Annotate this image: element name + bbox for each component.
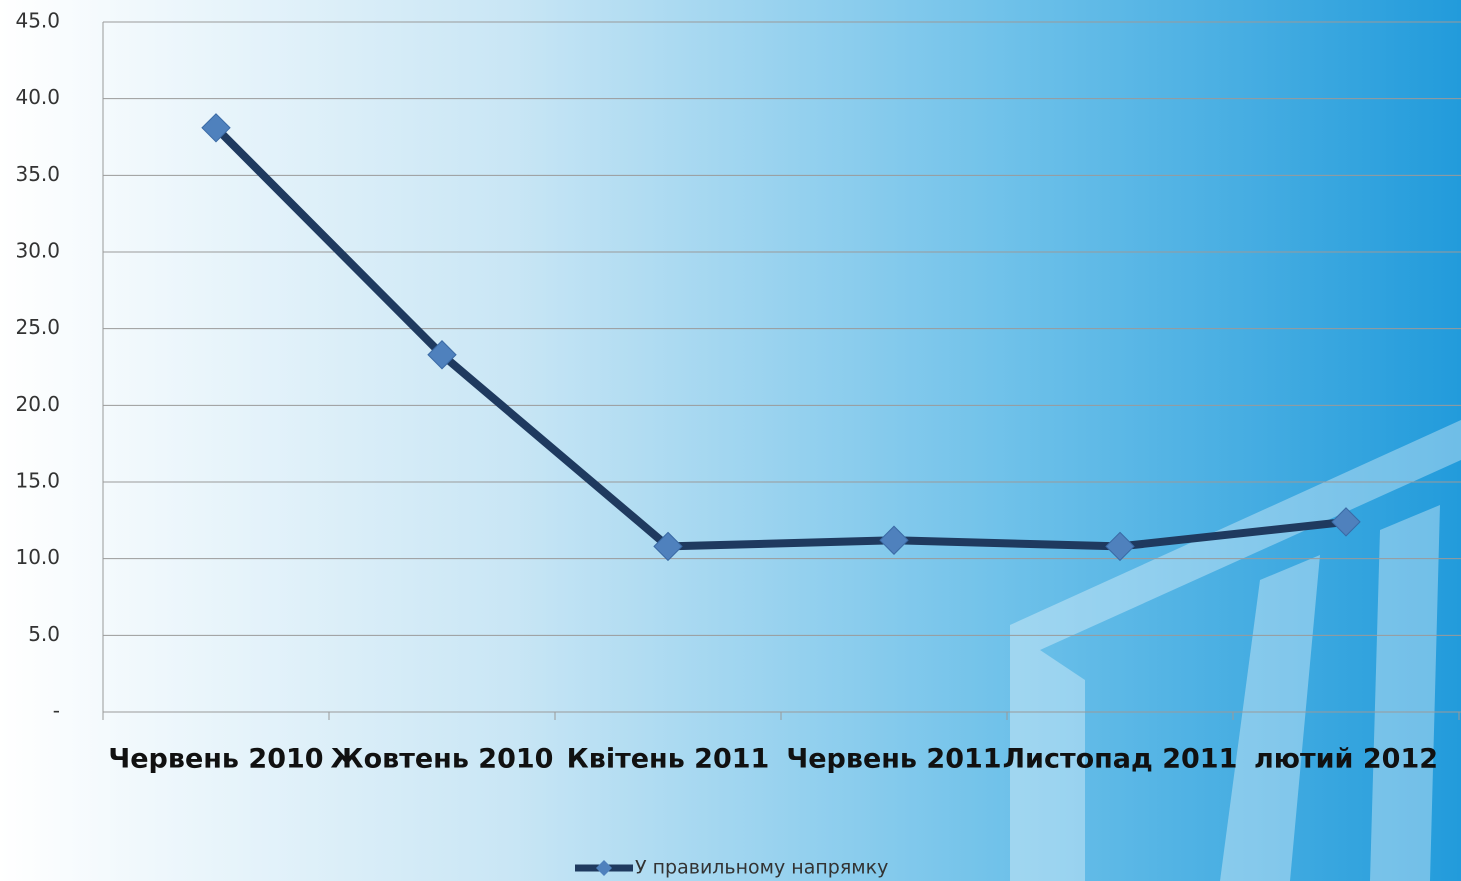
x-tick-label: Листопад 2011 bbox=[1003, 744, 1238, 775]
y-tick-label: 15.0 bbox=[15, 469, 60, 493]
legend-label: У правильному напрямку bbox=[635, 857, 888, 879]
marker bbox=[1105, 531, 1135, 562]
x-tick-label: Жовтень 2010 bbox=[331, 744, 554, 775]
marker bbox=[653, 531, 683, 562]
legend-marker bbox=[596, 860, 612, 876]
x-tick-label: Квітень 2011 bbox=[567, 744, 770, 775]
y-tick-label: 10.0 bbox=[15, 545, 60, 569]
marker bbox=[879, 525, 909, 555]
y-tick-label: 30.0 bbox=[15, 239, 60, 263]
y-tick-label: - bbox=[53, 699, 60, 723]
series-line bbox=[213, 124, 1347, 551]
marker bbox=[201, 113, 231, 143]
y-tick-label: 5.0 bbox=[28, 622, 60, 646]
y-tick-label: 40.0 bbox=[15, 85, 60, 109]
x-tick-label: лютий 2012 bbox=[1254, 744, 1438, 775]
marker bbox=[1331, 507, 1361, 537]
y-tick-label: 20.0 bbox=[15, 392, 60, 416]
x-tick-label: Червень 2010 bbox=[108, 744, 323, 775]
y-tick-label: 25.0 bbox=[15, 315, 60, 339]
y-tick-label: 35.0 bbox=[15, 162, 60, 186]
marker bbox=[427, 340, 457, 370]
x-tick-label: Червень 2011 bbox=[786, 744, 1001, 775]
y-tick-label: 45.0 bbox=[15, 9, 60, 33]
decoration bbox=[1010, 420, 1461, 881]
